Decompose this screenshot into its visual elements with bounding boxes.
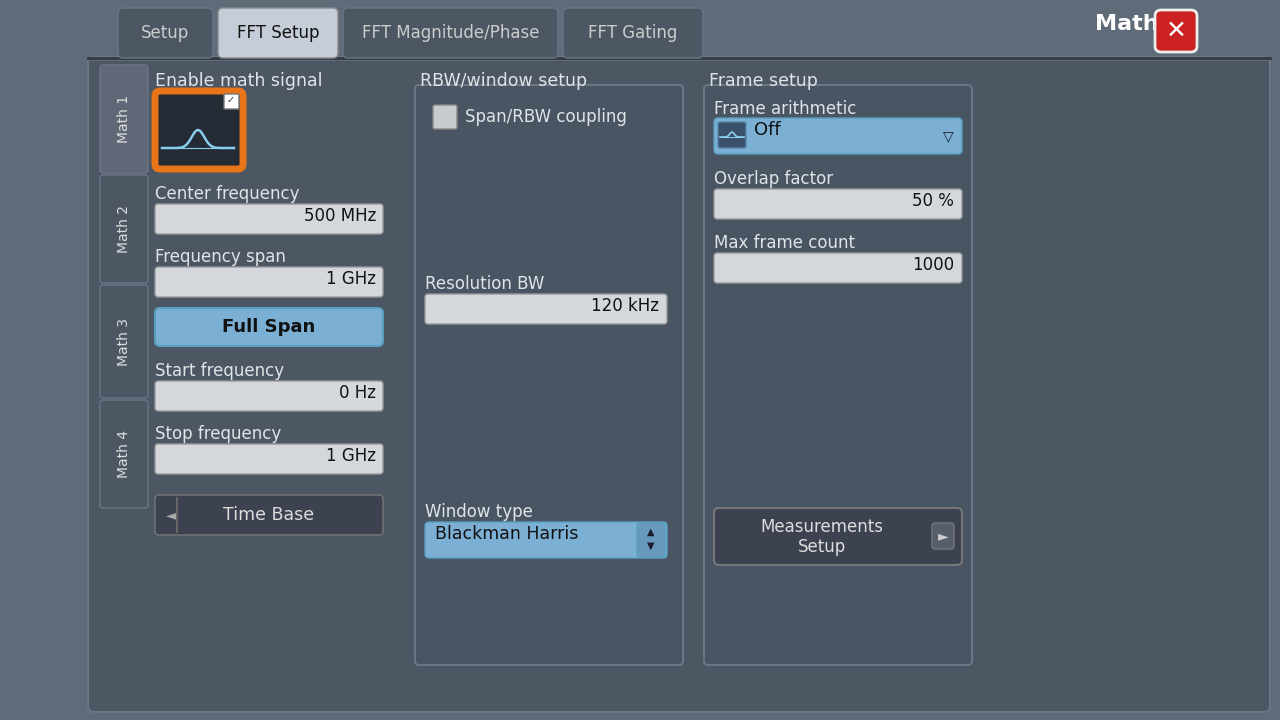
Text: Time Base: Time Base bbox=[224, 506, 315, 524]
Text: Center frequency: Center frequency bbox=[155, 185, 300, 203]
Text: FFT Magnitude/Phase: FFT Magnitude/Phase bbox=[362, 24, 539, 42]
FancyBboxPatch shape bbox=[714, 189, 963, 219]
FancyBboxPatch shape bbox=[704, 85, 972, 665]
Text: Overlap factor: Overlap factor bbox=[714, 170, 833, 188]
Text: 1 GHz: 1 GHz bbox=[326, 270, 376, 288]
Text: Measurements
Setup: Measurements Setup bbox=[760, 518, 883, 557]
Text: 50 %: 50 % bbox=[913, 192, 954, 210]
Text: FFT Setup: FFT Setup bbox=[237, 24, 319, 42]
FancyBboxPatch shape bbox=[155, 267, 383, 297]
Text: Off: Off bbox=[754, 121, 781, 139]
Text: ▲: ▲ bbox=[648, 527, 655, 537]
Text: Max frame count: Max frame count bbox=[714, 234, 855, 252]
Text: Frame setup: Frame setup bbox=[709, 72, 818, 90]
Text: ✕: ✕ bbox=[1166, 19, 1187, 43]
Text: Span/RBW coupling: Span/RBW coupling bbox=[465, 108, 627, 126]
FancyBboxPatch shape bbox=[433, 105, 457, 129]
FancyBboxPatch shape bbox=[155, 444, 383, 474]
FancyBboxPatch shape bbox=[1155, 10, 1197, 52]
Text: ▼: ▼ bbox=[648, 541, 655, 551]
FancyBboxPatch shape bbox=[155, 381, 383, 411]
Text: Stop frequency: Stop frequency bbox=[155, 425, 282, 443]
Text: ◄: ◄ bbox=[166, 508, 177, 522]
FancyBboxPatch shape bbox=[155, 91, 243, 169]
FancyBboxPatch shape bbox=[118, 8, 212, 58]
Text: Math 1: Math 1 bbox=[116, 95, 131, 143]
FancyBboxPatch shape bbox=[415, 85, 684, 665]
Text: Math: Math bbox=[1094, 14, 1158, 34]
Text: Setup: Setup bbox=[141, 24, 189, 42]
Text: Enable math signal: Enable math signal bbox=[155, 72, 323, 90]
FancyBboxPatch shape bbox=[155, 495, 383, 535]
FancyBboxPatch shape bbox=[100, 65, 148, 173]
FancyBboxPatch shape bbox=[155, 204, 383, 234]
Text: ►: ► bbox=[938, 529, 948, 543]
FancyBboxPatch shape bbox=[932, 523, 954, 549]
Bar bbox=[88, 57, 1270, 61]
FancyBboxPatch shape bbox=[425, 294, 667, 324]
FancyBboxPatch shape bbox=[714, 508, 963, 565]
Text: Math 3: Math 3 bbox=[116, 318, 131, 366]
Text: Math 4: Math 4 bbox=[116, 430, 131, 478]
Text: Blackman Harris: Blackman Harris bbox=[435, 525, 579, 543]
FancyBboxPatch shape bbox=[425, 522, 667, 558]
FancyBboxPatch shape bbox=[218, 8, 338, 58]
Text: Math 2: Math 2 bbox=[116, 205, 131, 253]
Text: 1 GHz: 1 GHz bbox=[326, 447, 376, 465]
Text: Start frequency: Start frequency bbox=[155, 362, 284, 380]
Text: Frequency span: Frequency span bbox=[155, 248, 285, 266]
Text: Window type: Window type bbox=[425, 503, 532, 521]
Text: ▽: ▽ bbox=[942, 129, 954, 143]
Text: FFT Gating: FFT Gating bbox=[589, 24, 677, 42]
Text: Full Span: Full Span bbox=[223, 318, 316, 336]
Text: 0 Hz: 0 Hz bbox=[339, 384, 376, 402]
Text: Frame arithmetic: Frame arithmetic bbox=[714, 100, 856, 118]
FancyBboxPatch shape bbox=[155, 308, 383, 346]
FancyBboxPatch shape bbox=[563, 8, 703, 58]
Text: RBW/window setup: RBW/window setup bbox=[420, 72, 588, 90]
FancyBboxPatch shape bbox=[343, 8, 558, 58]
FancyBboxPatch shape bbox=[714, 253, 963, 283]
FancyBboxPatch shape bbox=[100, 285, 148, 398]
FancyBboxPatch shape bbox=[88, 57, 1270, 712]
FancyBboxPatch shape bbox=[637, 523, 666, 557]
FancyBboxPatch shape bbox=[100, 400, 148, 508]
Text: Resolution BW: Resolution BW bbox=[425, 275, 544, 293]
Text: 500 MHz: 500 MHz bbox=[303, 207, 376, 225]
Text: 1000: 1000 bbox=[911, 256, 954, 274]
Text: 120 kHz: 120 kHz bbox=[591, 297, 659, 315]
FancyBboxPatch shape bbox=[718, 122, 746, 148]
FancyBboxPatch shape bbox=[714, 118, 963, 154]
Text: ✓: ✓ bbox=[227, 95, 236, 105]
FancyBboxPatch shape bbox=[224, 94, 239, 109]
FancyBboxPatch shape bbox=[100, 175, 148, 283]
